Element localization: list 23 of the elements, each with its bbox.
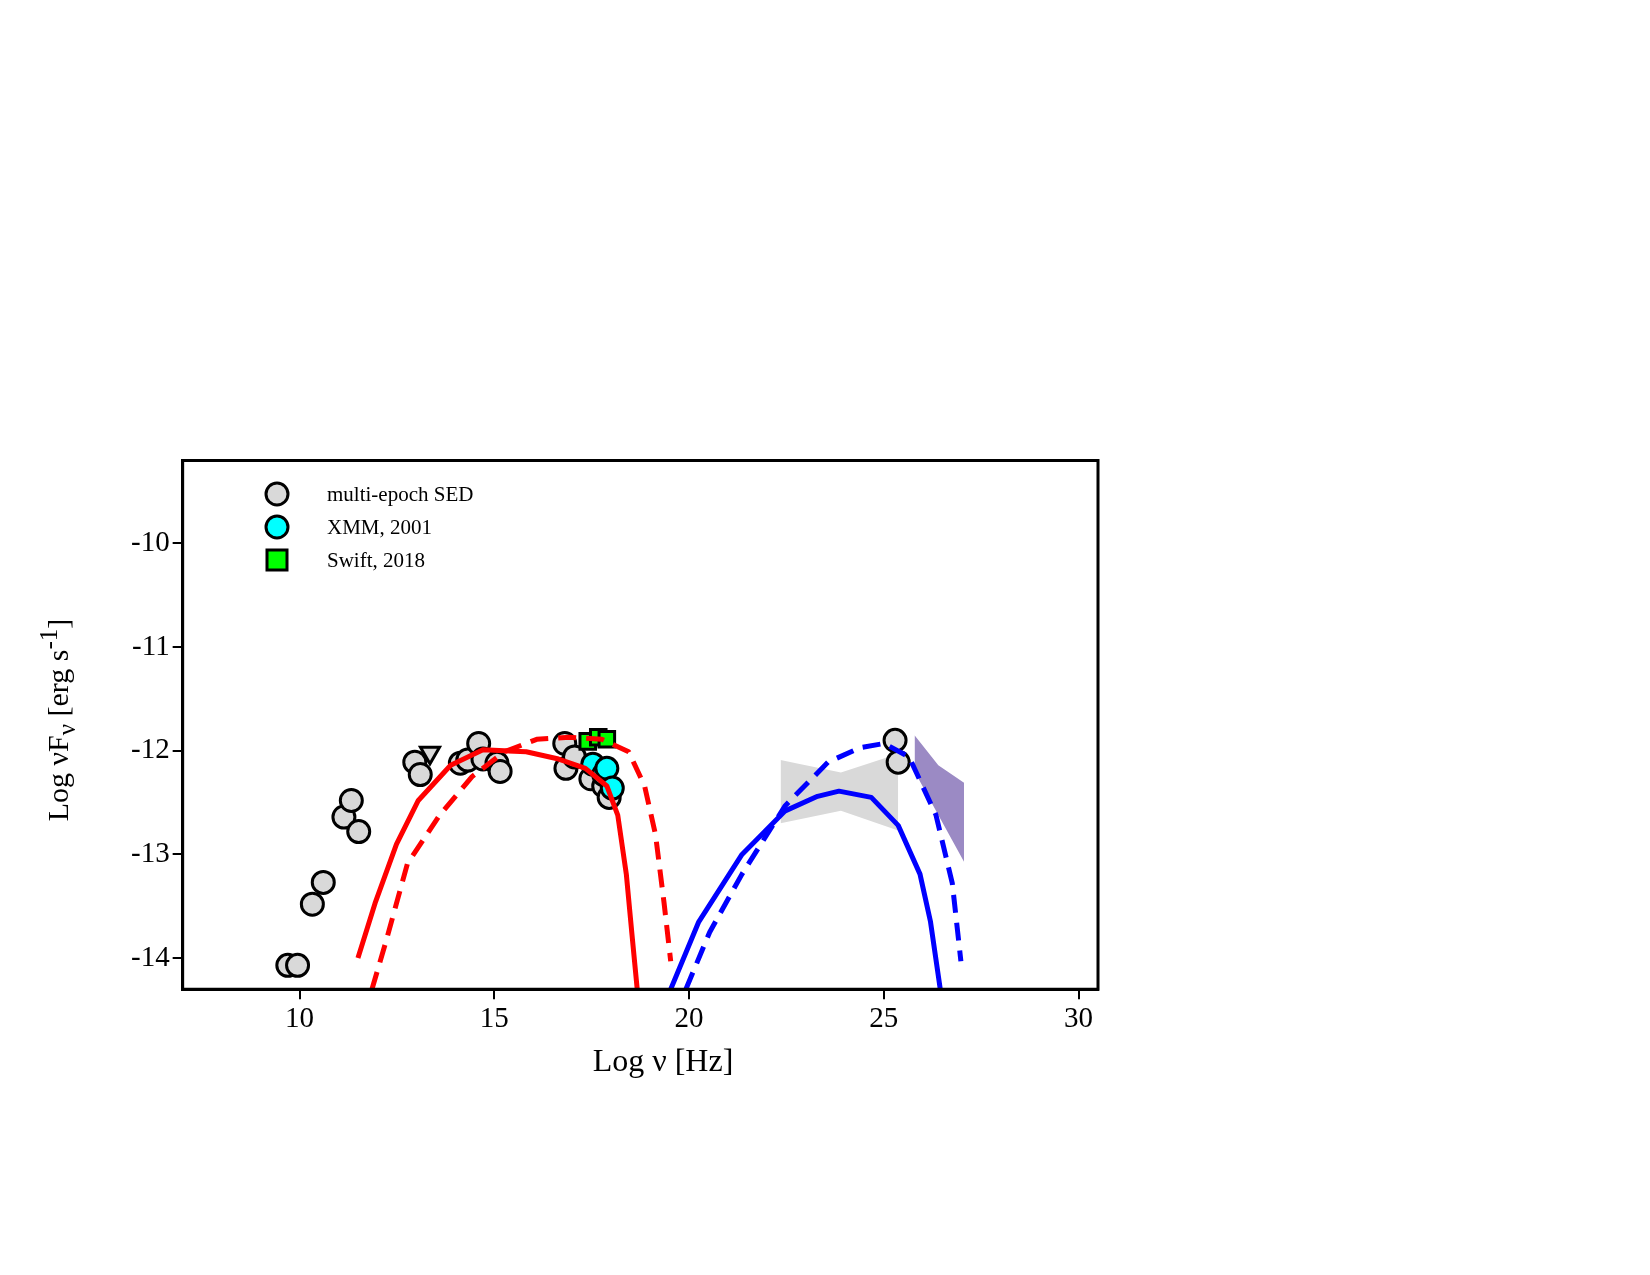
point xyxy=(487,758,513,784)
point xyxy=(407,762,433,788)
y-tick-label: -12 xyxy=(130,732,170,765)
point xyxy=(594,755,620,781)
x-tick-label: 25 xyxy=(869,1001,899,1034)
y-tick-label: -11 xyxy=(132,628,170,661)
legend-label: multi-epoch SED xyxy=(327,481,474,507)
point xyxy=(299,891,325,917)
x-tick-label: 15 xyxy=(479,1001,509,1034)
point xyxy=(285,952,311,978)
x-axis-title: Log ν [Hz] xyxy=(591,1042,735,1079)
y-tick-label: -13 xyxy=(130,836,170,869)
y-tick-label: -14 xyxy=(130,939,171,972)
point xyxy=(338,787,364,813)
y-tick-label: -10 xyxy=(130,524,170,557)
point xyxy=(310,869,336,895)
x-tick-label: 20 xyxy=(674,1001,704,1034)
point xyxy=(885,749,911,775)
x-tick-label: 10 xyxy=(285,1001,315,1034)
legend-label: XMM, 2001 xyxy=(327,514,433,540)
legend-label: Swift, 2018 xyxy=(327,547,426,573)
point xyxy=(346,819,372,845)
x-tick-label: 30 xyxy=(1064,1001,1094,1034)
